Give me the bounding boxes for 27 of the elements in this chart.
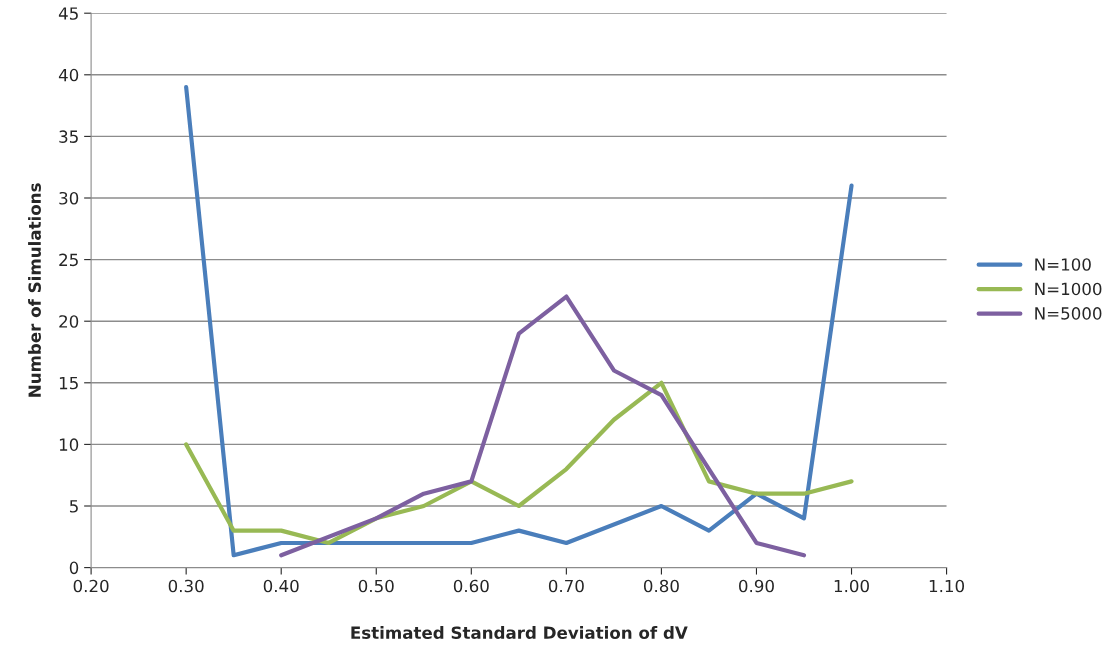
y-axis-title: Number of Simulations bbox=[28, 183, 41, 397]
y-tick-label: 20 bbox=[59, 315, 79, 328]
legend-label: N=5000 bbox=[1035, 307, 1102, 320]
y-tick-label: 45 bbox=[58, 7, 78, 20]
x-tick-label: 0.50 bbox=[358, 579, 394, 593]
x-tick-label: 0.90 bbox=[739, 579, 774, 593]
legend-label: N=100 bbox=[1035, 258, 1091, 271]
x-tick-label: 0.60 bbox=[453, 579, 489, 593]
y-tick-label: 25 bbox=[59, 253, 78, 267]
x-tick-label: 1.00 bbox=[834, 579, 869, 593]
line-series bbox=[184, 85, 854, 558]
y-tick-label: 30 bbox=[59, 191, 79, 205]
x-tick-label: 0.20 bbox=[73, 579, 109, 593]
y-tick-label: 5 bbox=[69, 500, 78, 513]
line-series bbox=[279, 294, 807, 558]
legend-label: N=1000 bbox=[1035, 282, 1102, 296]
y-tick-label: 40 bbox=[58, 68, 79, 82]
x-tick-label: 0.80 bbox=[643, 579, 679, 593]
x-axis-title: Estimated Standard Deviation of dV bbox=[351, 626, 688, 639]
x-tick-label: 0.40 bbox=[263, 579, 299, 593]
y-tick-label: 0 bbox=[69, 561, 79, 575]
y-tick-label: 15 bbox=[59, 376, 78, 390]
x-tick-label: 0.30 bbox=[168, 579, 204, 593]
x-tick-label: 1.10 bbox=[929, 579, 965, 593]
y-tick-label: 10 bbox=[59, 438, 79, 451]
y-tick-label: 35 bbox=[59, 130, 78, 143]
x-tick-label: 0.70 bbox=[548, 579, 584, 593]
